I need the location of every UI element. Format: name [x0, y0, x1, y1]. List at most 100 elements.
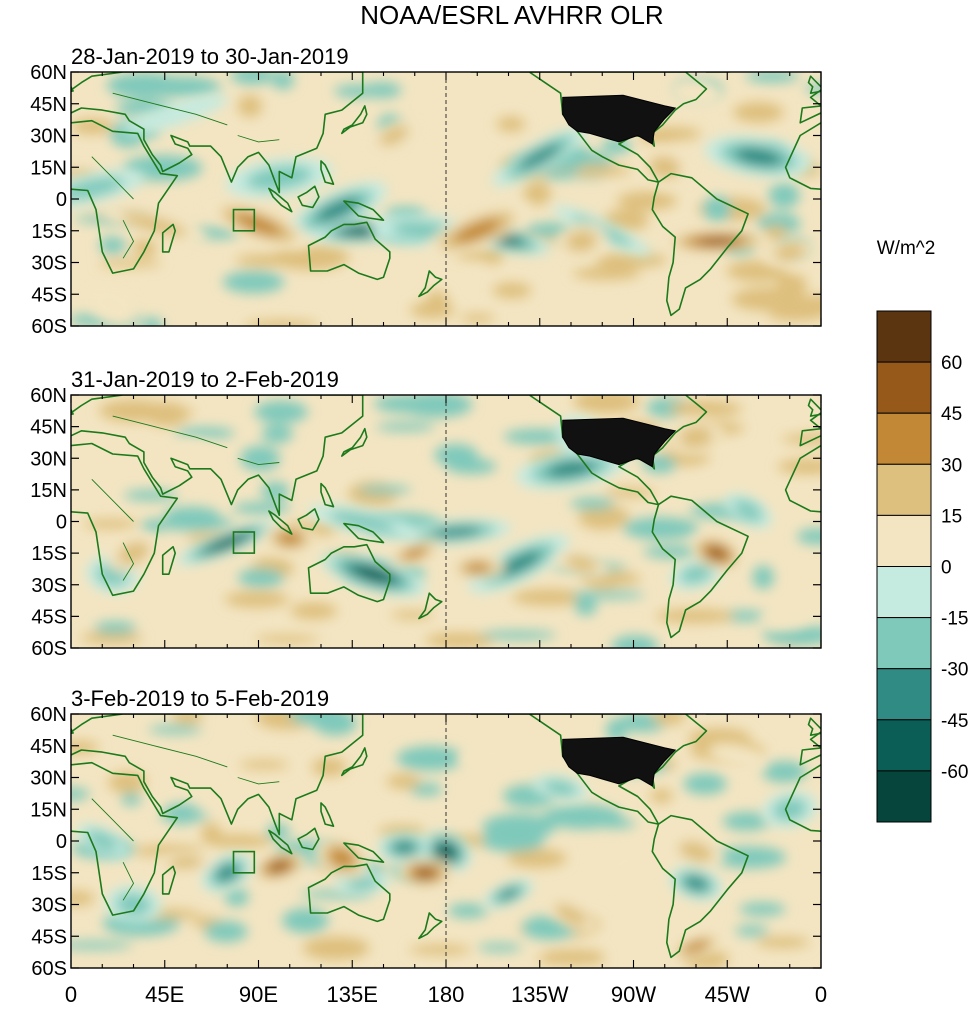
coastline: [307, 863, 391, 923]
noise-blob: [204, 920, 248, 943]
noise-blob: [409, 301, 455, 319]
noise-blob: [396, 397, 471, 409]
coastline: [297, 827, 320, 851]
noise-blob: [616, 191, 678, 211]
us-state-borders: [562, 736, 677, 787]
coastline: [161, 546, 176, 575]
colorbar-swatch: [876, 617, 932, 670]
anomaly-field: [71, 714, 821, 968]
noise-blob: [71, 890, 95, 906]
noise-blob: [739, 902, 786, 916]
colorbar-swatch: [876, 719, 932, 772]
colorbar-swatch: [876, 770, 932, 823]
coastline: [71, 408, 74, 416]
border-line: [122, 862, 135, 901]
lon-tick-label: 135W: [511, 982, 569, 1007]
anomaly-contour: [454, 218, 501, 243]
noise-blob: [254, 634, 320, 644]
noise-blob: [171, 714, 203, 725]
noise-blob: [224, 887, 249, 907]
lat-tick-label: 30S: [31, 895, 67, 917]
anomaly-contour: [543, 780, 578, 797]
noise-blob: [755, 936, 810, 948]
anomaly-contour: [680, 564, 712, 584]
coastline: [799, 89, 821, 124]
border-line: [91, 478, 134, 522]
coastline: [651, 172, 749, 317]
anomaly-contour: [269, 861, 289, 872]
noise-blob: [578, 507, 628, 530]
noise-blob: [106, 72, 183, 99]
lat-tick-label: 15S: [31, 221, 67, 243]
coastline: [343, 842, 385, 863]
colorbar-level-label: 60: [941, 353, 962, 374]
anomaly-field: [71, 395, 821, 648]
panel-period-label: 3-Feb-2019 to 5-Feb-2019: [71, 686, 329, 711]
noise-blob: [108, 771, 147, 794]
lat-tick-label: 15N: [30, 157, 67, 179]
anomaly-contour: [415, 867, 436, 878]
longitude-axis: 0 45E 90E 135E 180 135W 90W 45W 0: [65, 982, 827, 1007]
coastline: [297, 185, 320, 209]
coastline: [320, 482, 335, 508]
coastline: [651, 495, 749, 639]
coastline: [807, 75, 821, 94]
noise-blob: [805, 83, 821, 94]
noise-blob: [731, 287, 805, 312]
anomaly-contour: [71, 176, 125, 200]
lon-tick-label: 45W: [705, 982, 750, 1007]
anomaly-contour: [595, 842, 651, 882]
noise-blob: [290, 602, 338, 620]
noise-blob: [240, 445, 281, 472]
coastline: [71, 119, 179, 274]
lat-tick-label: 15N: [30, 480, 67, 502]
lat-tick-label: 60S: [31, 958, 67, 980]
noise-blob: [154, 516, 235, 531]
coastline: [470, 72, 708, 183]
coastline: [71, 761, 179, 916]
coastline: [71, 442, 179, 597]
lat-tick-label: 45N: [30, 736, 67, 758]
anomaly-contour: [678, 426, 714, 449]
anomaly-contour: [565, 230, 598, 253]
anomaly-contour: [116, 893, 151, 916]
anomaly-contour: [734, 147, 783, 166]
noise-blob: [434, 444, 478, 467]
anomaly-contour: [379, 125, 409, 146]
lat-tick-label: 0: [56, 512, 67, 534]
noise-blob: [289, 714, 346, 726]
coastline: [343, 200, 385, 221]
noise-blob: [601, 138, 632, 154]
noise-blob: [732, 101, 784, 123]
noise-blob: [202, 834, 273, 848]
noise-blob: [302, 936, 370, 961]
coastline: [341, 105, 368, 135]
anomaly-contour: [87, 283, 139, 326]
noise-blob: [98, 399, 169, 423]
lat-tick-label: 45S: [31, 284, 67, 306]
noise-blob: [375, 422, 436, 432]
coastline: [418, 270, 443, 298]
lat-tick-label: 30S: [31, 253, 67, 275]
noise-blob: [482, 813, 556, 840]
lon-tick-label: 0: [65, 982, 77, 1007]
lat-tick-label: 15S: [31, 863, 67, 885]
figure-title: NOAA/ESRL AVHRR OLR: [360, 0, 663, 30]
anomaly-contour: [167, 439, 225, 478]
noise-blob: [768, 182, 800, 208]
colorbar-level-label: 45: [941, 404, 962, 425]
anomaly-contour: [564, 555, 599, 573]
land-outlines: [71, 395, 821, 639]
coastline: [71, 72, 364, 194]
noise-blob: [593, 252, 668, 268]
noise-blob: [569, 497, 615, 510]
noise-blob: [162, 803, 201, 825]
noise-blob: [224, 590, 289, 608]
coastline: [320, 802, 335, 827]
anomaly-field: [71, 72, 821, 326]
lon-tick-label: 0: [815, 982, 827, 1007]
anomaly-contour: [346, 876, 380, 891]
border-line: [237, 135, 280, 143]
border-line: [91, 156, 134, 200]
